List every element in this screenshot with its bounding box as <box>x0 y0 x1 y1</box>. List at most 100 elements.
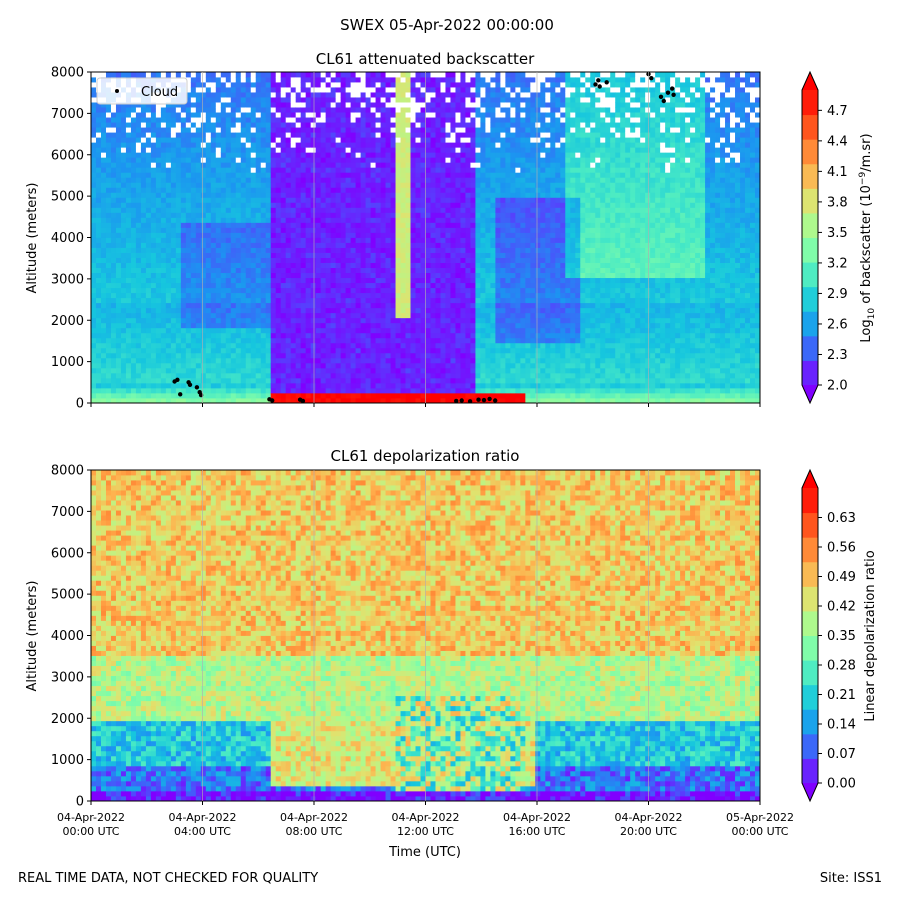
backscatter-cell <box>225 132 232 138</box>
backscatter-cell <box>450 337 456 344</box>
backscatter-cell <box>150 187 157 193</box>
backscatter-cell <box>170 102 177 108</box>
backscatter-cell <box>295 312 302 319</box>
backscatter-cell <box>140 337 147 344</box>
backscatter-cell <box>185 172 192 178</box>
backscatter-cell <box>355 97 361 103</box>
backscatter-cell <box>185 217 192 223</box>
backscatter-cell <box>165 192 172 198</box>
backscatter-cell <box>155 327 162 334</box>
backscatter-cell <box>135 127 142 133</box>
backscatter-cell <box>265 367 272 374</box>
backscatter-cell <box>355 252 361 258</box>
backscatter-cell <box>445 372 451 379</box>
backscatter-cell <box>420 387 426 394</box>
backscatter-cell <box>350 162 356 168</box>
backscatter-cell <box>240 332 247 339</box>
backscatter-cell <box>200 272 207 279</box>
backscatter-cell <box>450 192 456 198</box>
backscatter-cell <box>225 222 232 228</box>
backscatter-cell <box>370 152 376 158</box>
backscatter-cell <box>100 222 107 228</box>
backscatter-cell <box>305 372 312 379</box>
backscatter-cell <box>160 242 167 248</box>
backscatter-cell <box>255 142 262 148</box>
backscatter-cell <box>165 162 172 168</box>
backscatter-cell <box>195 167 202 173</box>
backscatter-cell <box>100 272 107 279</box>
backscatter-cell <box>435 232 441 238</box>
backscatter-cell <box>95 232 102 238</box>
backscatter-cell <box>170 152 177 158</box>
backscatter-cell <box>415 212 421 218</box>
backscatter-cell <box>91 282 97 289</box>
backscatter-cell <box>400 382 406 389</box>
backscatter-cell <box>385 287 391 294</box>
backscatter-cell <box>120 377 127 384</box>
backscatter-cell <box>360 367 366 374</box>
backscatter-cell <box>390 347 396 354</box>
backscatter-cell <box>450 342 456 349</box>
backscatter-cell <box>165 232 172 238</box>
backscatter-cell <box>245 257 252 263</box>
backscatter-cell <box>380 337 386 344</box>
backscatter-cell <box>375 332 381 339</box>
backscatter-cell <box>290 217 297 223</box>
backscatter-cell <box>225 197 232 203</box>
backscatter-cell <box>125 322 132 329</box>
backscatter-cell <box>215 367 222 374</box>
backscatter-cell <box>330 382 337 389</box>
backscatter-cell <box>215 247 222 253</box>
backscatter-cell <box>395 87 401 93</box>
backscatter-cell <box>195 82 202 88</box>
backscatter-cell <box>190 247 197 253</box>
backscatter-cell <box>220 127 227 133</box>
backscatter-cell <box>435 287 441 294</box>
backscatter-cell <box>345 172 352 178</box>
backscatter-cell <box>285 307 292 314</box>
backscatter-cell <box>430 307 436 314</box>
backscatter-cell <box>140 112 147 118</box>
backscatter-cell <box>135 192 142 198</box>
backscatter-cell <box>405 137 411 143</box>
backscatter-cell <box>190 97 197 103</box>
backscatter-cell <box>320 287 327 294</box>
backscatter-cell <box>230 372 237 379</box>
backscatter-cell <box>260 327 267 334</box>
backscatter-cell <box>120 202 127 208</box>
backscatter-cell <box>375 387 381 394</box>
backscatter-cell <box>235 337 242 344</box>
backscatter-cell <box>315 72 322 78</box>
backscatter-cell <box>230 137 237 143</box>
backscatter-cell <box>280 167 287 173</box>
backscatter-cell <box>315 192 322 198</box>
backscatter-cell <box>170 127 177 133</box>
backscatter-cell <box>260 292 267 299</box>
backscatter-cell <box>305 222 312 228</box>
backscatter-cell <box>300 327 307 334</box>
backscatter-cell <box>180 342 187 349</box>
backscatter-cell <box>445 397 451 403</box>
backscatter-cell <box>180 252 187 258</box>
backscatter-cell <box>390 337 396 344</box>
backscatter-cell <box>240 227 247 233</box>
backscatter-cell <box>135 72 142 78</box>
backscatter-cell <box>205 132 212 138</box>
backscatter-cell <box>395 207 401 213</box>
backscatter-cell <box>140 332 147 339</box>
backscatter-cell <box>350 357 356 364</box>
backscatter-cell <box>135 172 142 178</box>
backscatter-cell <box>265 152 272 158</box>
backscatter-cell <box>110 197 117 203</box>
backscatter-cell <box>160 127 167 133</box>
backscatter-cell <box>290 252 297 258</box>
backscatter-cell <box>235 387 242 394</box>
backscatter-cell <box>250 72 257 78</box>
backscatter-cell <box>225 247 232 253</box>
backscatter-cell <box>440 172 446 178</box>
backscatter-cell <box>145 302 152 309</box>
backscatter-cell <box>205 207 212 213</box>
backscatter-cell <box>410 207 416 213</box>
backscatter-cell <box>125 242 132 248</box>
backscatter-cell <box>265 287 272 294</box>
